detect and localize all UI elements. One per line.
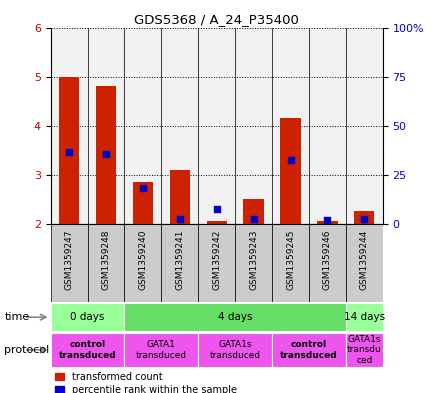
Point (250, 215, 257, 222)
Title: GDS5368 / A_24_P35400: GDS5368 / A_24_P35400 (134, 13, 299, 26)
Bar (354, 211, 374, 224)
Text: GSM1359242: GSM1359242 (212, 230, 221, 290)
Bar (59, 77, 79, 224)
Bar (88, 28, 125, 224)
Bar (243, 199, 264, 224)
Point (361, 215, 368, 222)
Bar (346, 333, 383, 367)
Bar (272, 224, 309, 302)
Text: GSM1359241: GSM1359241 (175, 230, 184, 290)
Text: GSM1359248: GSM1359248 (102, 230, 110, 290)
Text: GSM1359243: GSM1359243 (249, 230, 258, 290)
Text: GSM1359247: GSM1359247 (65, 230, 73, 290)
Bar (88, 224, 125, 302)
Text: GATA1s
transdu
ced: GATA1s transdu ced (347, 335, 382, 365)
Text: control
transduced: control transduced (280, 340, 338, 360)
Bar (280, 118, 301, 224)
Bar (346, 303, 383, 331)
Bar (235, 28, 272, 224)
Text: GSM1359240: GSM1359240 (138, 230, 147, 290)
Bar (309, 224, 346, 302)
Bar (272, 28, 309, 224)
Bar (125, 28, 161, 224)
Text: 14 days: 14 days (344, 312, 385, 322)
Text: GSM1359245: GSM1359245 (286, 230, 295, 290)
Point (213, 206, 220, 212)
Bar (125, 303, 346, 331)
Bar (125, 224, 161, 302)
Text: GSM1359246: GSM1359246 (323, 230, 332, 290)
Bar (51, 28, 88, 224)
Bar (161, 224, 198, 302)
Text: 0 days: 0 days (70, 312, 105, 322)
Point (287, 157, 294, 163)
Bar (51, 333, 125, 367)
Point (66, 149, 73, 156)
Bar (235, 224, 272, 302)
Bar (272, 333, 346, 367)
Text: GSM1359244: GSM1359244 (360, 230, 369, 290)
Bar (125, 333, 198, 367)
Bar (161, 28, 198, 224)
Legend: transformed count, percentile rank within the sample: transformed count, percentile rank withi… (55, 372, 237, 393)
Bar (51, 224, 88, 302)
Point (324, 217, 331, 223)
Text: GATA1
transduced: GATA1 transduced (136, 340, 187, 360)
Bar (198, 333, 272, 367)
Bar (346, 224, 383, 302)
Text: GATA1s
transduced: GATA1s transduced (209, 340, 261, 360)
Bar (309, 28, 346, 224)
Point (103, 151, 110, 157)
Bar (317, 221, 337, 224)
Bar (206, 221, 227, 224)
Bar (133, 182, 153, 224)
Point (139, 185, 147, 191)
Bar (346, 28, 383, 224)
Bar (198, 224, 235, 302)
Text: protocol: protocol (4, 345, 50, 355)
Bar (96, 86, 116, 224)
Point (176, 215, 183, 222)
Text: 4 days: 4 days (218, 312, 253, 322)
Bar (198, 28, 235, 224)
Text: time: time (4, 312, 29, 322)
Bar (170, 170, 190, 224)
Bar (51, 303, 125, 331)
Text: control
transduced: control transduced (59, 340, 116, 360)
